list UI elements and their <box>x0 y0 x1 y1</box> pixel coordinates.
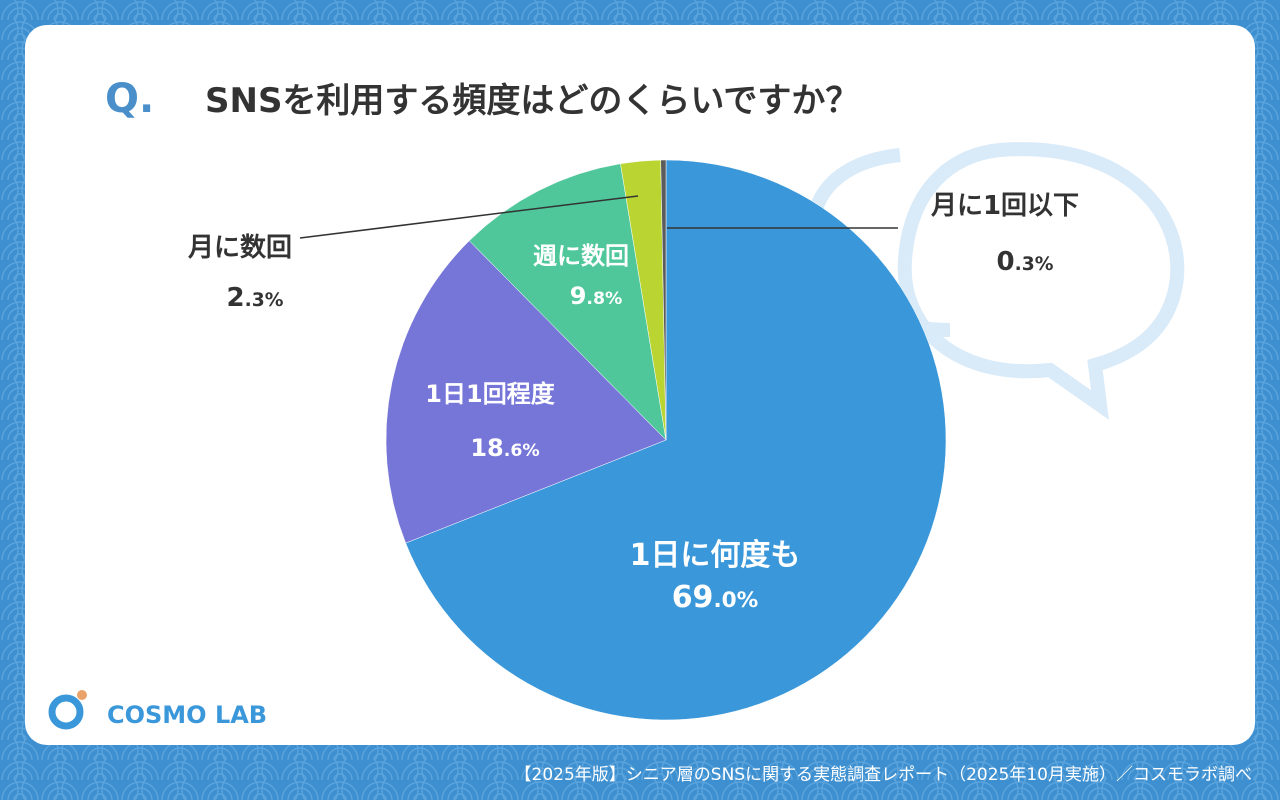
logo-icon <box>48 694 84 730</box>
slice-label: 1日に何度も <box>630 538 801 573</box>
chart-title: SNSを利用する頻度はどのくらいですか？ <box>205 81 859 121</box>
logo-text: COSMO LAB <box>107 701 267 729</box>
pie-slice <box>385 240 667 544</box>
slice-label: 1日1回程度 <box>425 380 555 408</box>
value-label: 18.6% <box>470 434 539 462</box>
slice-label: 月に数回 <box>187 233 292 263</box>
slice-label: 月に1回以下 <box>930 191 1079 221</box>
logo-dot <box>77 690 87 700</box>
value-label: 2.3% <box>227 283 284 313</box>
value-label: 0.3% <box>997 247 1054 277</box>
question-mark: Q. <box>105 76 154 122</box>
pie: 1日に何度も 69.0% 1日1回程度 18.6% 週に数回 9.8% 月に数回 2.3% 月に… <box>187 159 1079 721</box>
pie-slice <box>468 163 667 441</box>
pie-slice <box>660 159 667 441</box>
source-note: 【2025年版】シニア層のSNSに関する実態調査レポート（2025年10月実施）… <box>515 765 1252 785</box>
value-label: 9.8% <box>570 282 623 310</box>
leader-line <box>299 195 639 239</box>
value-label: 69.0% <box>672 580 759 615</box>
pie-slice <box>405 159 947 721</box>
logo: COSMO LAB <box>48 690 267 730</box>
slice-label: 週に数回 <box>533 242 629 270</box>
